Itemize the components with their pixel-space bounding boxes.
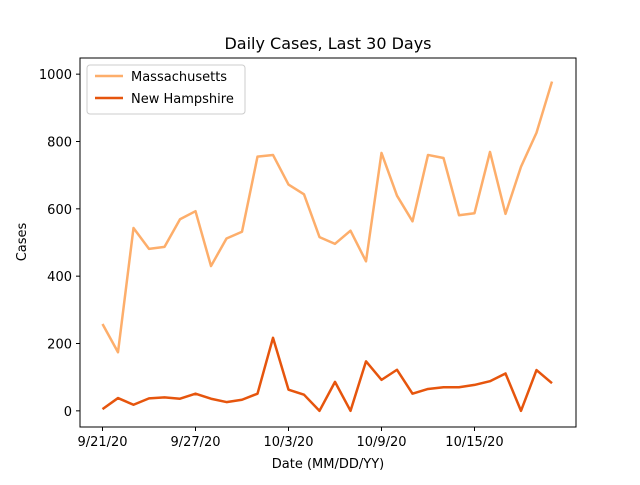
- axes-frame: [79, 57, 577, 428]
- x-tick-label: 10/3/20: [263, 435, 313, 450]
- legend: Massachusetts New Hampshire: [86, 64, 246, 115]
- x-axis-ticks: 9/21/20 9/27/20 10/3/20 10/9/20 10/15/20: [77, 427, 504, 450]
- y-tick-label: 800: [47, 135, 72, 150]
- series-line-massachusetts: [101, 81, 554, 354]
- y-tick-label: 200: [47, 338, 72, 353]
- legend-label-massachusetts: Massachusetts: [131, 70, 227, 85]
- y-tick-label: 400: [47, 270, 72, 285]
- y-axis-label: Cases: [15, 222, 30, 261]
- x-axis-label: Date (MM/DD/YY): [272, 457, 384, 472]
- chart-title: Daily Cases, Last 30 Days: [224, 34, 431, 53]
- y-tick-label: 600: [47, 203, 72, 218]
- x-tick-label: 9/21/20: [77, 435, 127, 450]
- x-tick-label: 10/9/20: [356, 435, 406, 450]
- y-tick-label: 0: [64, 405, 72, 420]
- x-tick-label: 10/15/20: [445, 435, 503, 450]
- plot-area: [101, 81, 554, 413]
- y-axis-ticks: 0 200 400 600 800 1000: [39, 68, 80, 420]
- legend-box: [86, 64, 246, 115]
- y-tick-label: 1000: [39, 68, 72, 83]
- series-line-new-hampshire: [101, 336, 553, 413]
- x-tick-label: 9/27/20: [170, 435, 220, 450]
- legend-label-new-hampshire: New Hampshire: [131, 92, 234, 107]
